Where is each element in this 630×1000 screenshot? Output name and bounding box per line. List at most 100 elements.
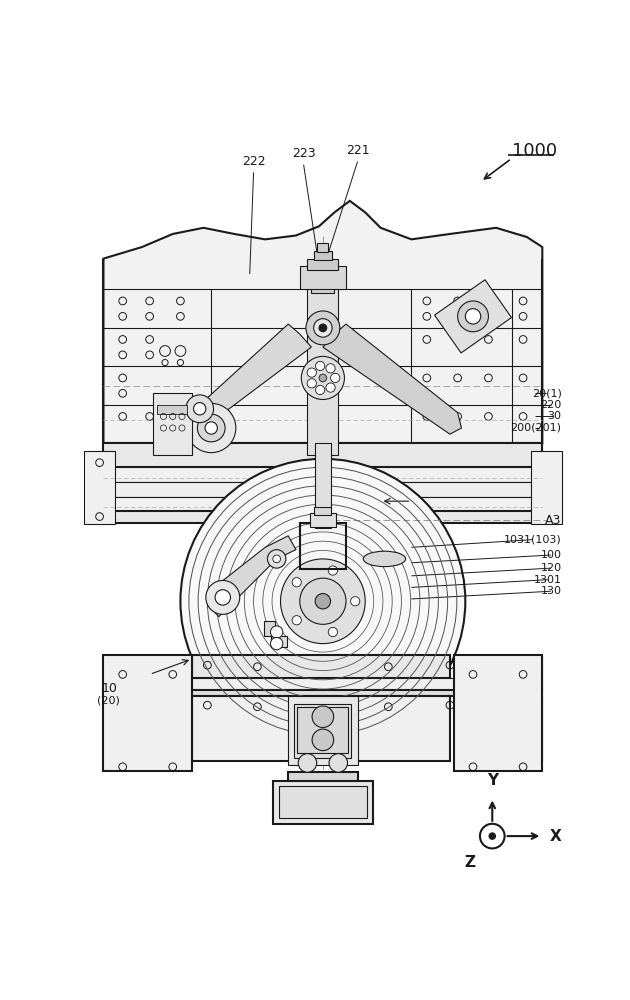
Circle shape — [186, 395, 214, 423]
Bar — [103, 690, 542, 696]
Circle shape — [267, 550, 286, 568]
Bar — [103, 655, 192, 771]
Text: 100: 100 — [541, 550, 561, 560]
Text: 223: 223 — [292, 147, 316, 160]
Circle shape — [328, 627, 338, 637]
Bar — [454, 696, 542, 761]
Bar — [103, 511, 542, 523]
Circle shape — [328, 566, 338, 575]
Bar — [530, 451, 561, 524]
Circle shape — [312, 706, 334, 728]
Circle shape — [180, 459, 466, 744]
Polygon shape — [192, 324, 311, 428]
Circle shape — [273, 555, 280, 563]
Circle shape — [280, 559, 365, 644]
Circle shape — [312, 729, 334, 751]
Circle shape — [316, 385, 324, 395]
Polygon shape — [323, 324, 461, 434]
Bar — [103, 466, 542, 482]
Bar — [307, 259, 338, 270]
Text: (20): (20) — [97, 696, 120, 706]
Circle shape — [326, 364, 335, 373]
Circle shape — [206, 580, 239, 614]
Bar — [188, 696, 450, 761]
Bar — [454, 655, 542, 771]
Circle shape — [306, 311, 340, 345]
Bar — [103, 655, 192, 678]
Bar — [318, 243, 328, 252]
Polygon shape — [103, 201, 542, 443]
Circle shape — [292, 616, 301, 625]
Text: 30: 30 — [547, 411, 561, 421]
Bar — [188, 655, 450, 678]
Circle shape — [270, 626, 283, 638]
Circle shape — [329, 754, 348, 772]
Circle shape — [314, 319, 332, 337]
Text: 20(1): 20(1) — [532, 388, 561, 398]
Circle shape — [301, 356, 345, 400]
Text: 1301: 1301 — [534, 575, 561, 585]
Circle shape — [215, 590, 231, 605]
Text: 221: 221 — [346, 144, 369, 157]
Circle shape — [326, 383, 335, 392]
Circle shape — [489, 833, 495, 839]
Text: 120: 120 — [541, 563, 561, 573]
Text: 222: 222 — [242, 155, 265, 168]
Bar — [103, 443, 542, 467]
Bar — [154, 393, 192, 455]
Bar — [294, 704, 352, 758]
Bar — [103, 678, 542, 690]
Text: 200(201): 200(201) — [510, 423, 561, 433]
Bar — [310, 513, 336, 527]
Circle shape — [466, 309, 481, 324]
Bar — [103, 696, 192, 761]
Circle shape — [319, 374, 327, 382]
Bar — [315, 443, 331, 528]
Ellipse shape — [364, 551, 406, 567]
Text: Z: Z — [464, 855, 475, 870]
Circle shape — [331, 373, 340, 383]
Bar — [158, 405, 186, 414]
Circle shape — [316, 361, 324, 371]
Bar — [300, 523, 346, 569]
Circle shape — [307, 368, 316, 377]
Text: 10: 10 — [102, 682, 118, 695]
Bar — [314, 251, 332, 260]
Circle shape — [193, 403, 206, 415]
Bar — [314, 507, 331, 515]
Bar — [311, 286, 335, 293]
Bar — [273, 781, 373, 824]
Bar — [84, 451, 115, 524]
Text: 1031(103): 1031(103) — [504, 535, 561, 545]
Circle shape — [292, 578, 301, 587]
Bar — [307, 286, 338, 455]
Circle shape — [457, 301, 488, 332]
Bar — [297, 707, 348, 753]
Circle shape — [197, 414, 225, 442]
Circle shape — [270, 637, 283, 650]
Circle shape — [480, 824, 505, 848]
Bar — [263, 620, 275, 636]
Circle shape — [298, 754, 317, 772]
Text: 1000: 1000 — [512, 142, 557, 160]
Bar — [300, 266, 346, 289]
Text: X: X — [550, 829, 562, 844]
Circle shape — [319, 324, 327, 332]
Text: 220: 220 — [541, 400, 561, 410]
Circle shape — [315, 594, 331, 609]
Text: A3: A3 — [545, 514, 561, 527]
Circle shape — [300, 578, 346, 624]
Bar — [454, 655, 542, 678]
Bar — [272, 636, 287, 647]
Text: 130: 130 — [541, 586, 561, 596]
Bar — [288, 696, 358, 765]
Circle shape — [205, 422, 217, 434]
Polygon shape — [207, 536, 296, 617]
Polygon shape — [435, 280, 512, 353]
Text: Y: Y — [487, 773, 498, 788]
Circle shape — [186, 403, 236, 453]
Bar — [103, 497, 542, 511]
Bar — [103, 482, 542, 497]
Circle shape — [307, 379, 316, 388]
Bar — [288, 772, 358, 781]
